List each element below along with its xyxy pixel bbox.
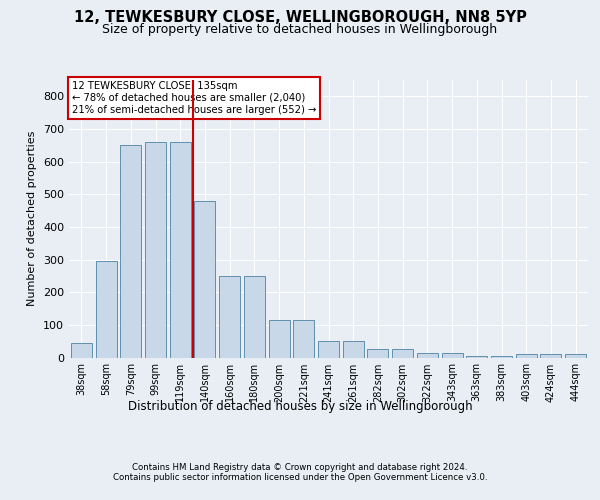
Text: Size of property relative to detached houses in Wellingborough: Size of property relative to detached ho…	[103, 22, 497, 36]
Bar	[392, 350, 413, 358]
Text: 12 TEWKESBURY CLOSE: 135sqm
← 78% of detached houses are smaller (2,040)
21% of : 12 TEWKESBURY CLOSE: 135sqm ← 78% of det…	[71, 82, 316, 114]
Bar	[244, 276, 265, 357]
Bar	[565, 354, 586, 358]
Bar	[219, 276, 240, 357]
Bar	[417, 352, 438, 358]
Bar	[541, 354, 562, 358]
Bar	[442, 352, 463, 358]
Text: Distribution of detached houses by size in Wellingborough: Distribution of detached houses by size …	[128, 400, 472, 413]
Text: Contains HM Land Registry data © Crown copyright and database right 2024.: Contains HM Land Registry data © Crown c…	[132, 462, 468, 471]
Y-axis label: Number of detached properties: Number of detached properties	[28, 131, 37, 306]
Text: Contains public sector information licensed under the Open Government Licence v3: Contains public sector information licen…	[113, 472, 487, 482]
Bar	[71, 343, 92, 357]
Bar	[95, 261, 116, 358]
Bar	[516, 354, 537, 358]
Bar	[318, 341, 339, 357]
Bar	[491, 356, 512, 358]
Text: 12, TEWKESBURY CLOSE, WELLINGBOROUGH, NN8 5YP: 12, TEWKESBURY CLOSE, WELLINGBOROUGH, NN…	[74, 10, 526, 25]
Bar	[466, 356, 487, 358]
Bar	[293, 320, 314, 358]
Bar	[343, 341, 364, 357]
Bar	[170, 142, 191, 358]
Bar	[194, 201, 215, 358]
Bar	[145, 142, 166, 358]
Bar	[269, 320, 290, 358]
Bar	[120, 146, 141, 358]
Bar	[367, 350, 388, 358]
